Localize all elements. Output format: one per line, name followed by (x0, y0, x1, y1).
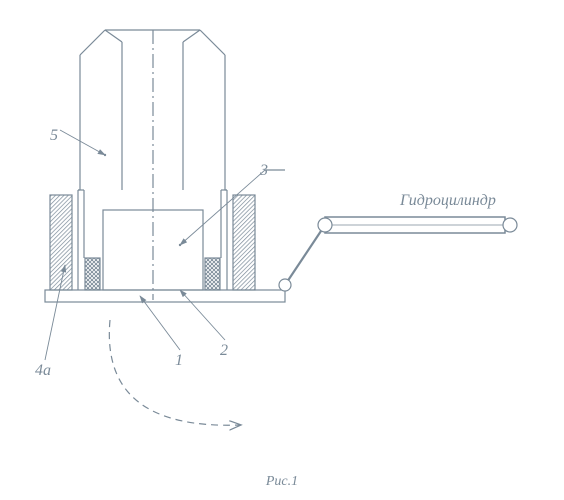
leader-l5 (60, 130, 105, 155)
link-arm (285, 225, 325, 285)
base-plate (45, 290, 285, 302)
swing-arc (109, 320, 240, 425)
label-l3: 3 (259, 162, 268, 179)
outer-block-right (233, 195, 255, 290)
pivot-base (279, 279, 291, 291)
cylinder-label: Гидроцилиндр (399, 192, 496, 209)
figure-caption: Рис.1 (265, 474, 298, 489)
outer-block-left (50, 195, 72, 290)
insert-right (205, 258, 220, 290)
leader-l1 (140, 296, 180, 350)
insert-left (85, 258, 100, 290)
label-l2: 2 (220, 342, 228, 359)
label-l5: 5 (50, 127, 58, 144)
pivot-mid (318, 218, 332, 232)
leader-l2 (180, 290, 225, 340)
label-l1: 1 (175, 352, 183, 369)
pivot-end (503, 218, 517, 232)
label-l4a: 4а (35, 362, 51, 379)
